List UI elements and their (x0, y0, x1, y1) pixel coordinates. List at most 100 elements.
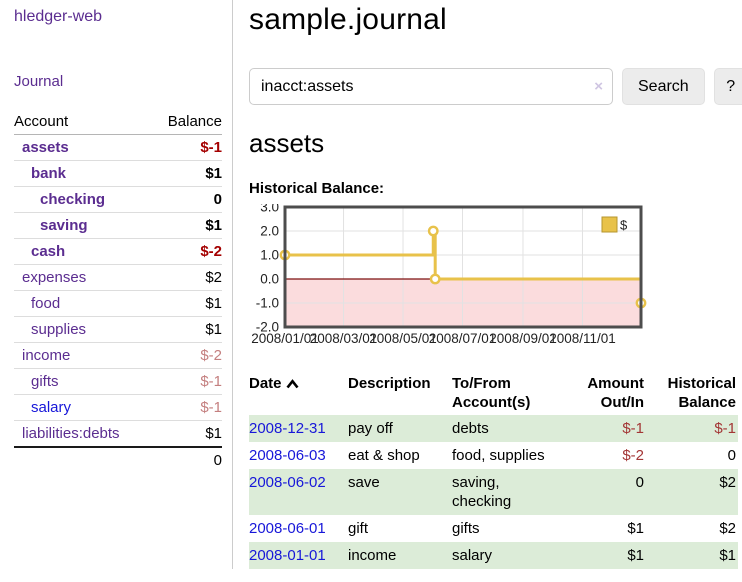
account-link[interactable]: cash (31, 243, 66, 260)
account-name-cell: gifts (14, 368, 152, 395)
txn-tofrom-accounts: food, supplies (452, 447, 545, 464)
y-tick-label: -1.0 (256, 296, 279, 311)
account-name-cell: salary (14, 394, 152, 421)
transaction-row: 2008-06-03 eat & shop food, supplies $-2 0 (249, 442, 738, 469)
txn-header-description: Description (348, 375, 431, 392)
account-row: bank $1 (14, 160, 222, 187)
account-row: gifts $-1 (14, 368, 222, 395)
search-input-wrap: × (249, 68, 613, 105)
account-link[interactable]: supplies (31, 321, 87, 338)
txn-date-cell: 2008-06-02 (249, 469, 348, 515)
account-link[interactable]: food (31, 295, 61, 312)
account-link[interactable]: salary (31, 399, 72, 416)
txn-historical-balance: $2 (719, 520, 736, 537)
chart-svg: $3.0 2.0 1.0 0.0 -1.0 -2.02008/01/012008/03/0… (251, 200, 647, 346)
accounts-total-row: 0 (14, 446, 222, 473)
txn-date-cell: 2008-06-03 (249, 442, 348, 469)
transactions-header-row: Date Description To/From Account(s) Amou… (249, 372, 738, 415)
accounts-header-row: Account Balance (14, 111, 222, 135)
account-balance: $1 (151, 160, 222, 187)
account-link[interactable]: checking (40, 191, 106, 208)
txn-historical-balance: $1 (719, 547, 736, 564)
account-name-cell: expenses (14, 264, 152, 291)
account-link[interactable]: expenses (22, 269, 87, 286)
help-button[interactable]: ? (713, 68, 742, 105)
txn-description: eat & shop (348, 447, 420, 464)
account-balance: 0 (151, 186, 222, 213)
txn-date-cell: 2008-01-01 (249, 542, 348, 569)
account-balance: $-2 (151, 238, 222, 265)
txn-amount: $1 (627, 520, 644, 537)
account-name-cell: food (14, 290, 152, 317)
app-layout: hledger-web Journal Account Balance asse… (14, 0, 742, 569)
account-name-cell: liabilities:debts (14, 420, 152, 448)
account-row: income $-2 (14, 342, 222, 369)
txn-description: income (348, 547, 397, 564)
x-tick-label: 2008/07/01 (429, 331, 497, 346)
transaction-row: 2008-01-01 income salary $1 $1 (249, 542, 738, 569)
main-content: sample.journal × Search ? assets Histori… (233, 0, 742, 569)
x-tick-label: 2008/11/01 (549, 331, 616, 346)
account-row: liabilities:debts $1 (14, 420, 222, 448)
txn-header-tofrom: To/From Account(s) (452, 375, 531, 411)
sidebar-item-journal[interactable]: Journal (14, 73, 64, 90)
search-input[interactable] (249, 68, 613, 105)
account-name-cell: checking (14, 186, 152, 213)
txn-description: gift (348, 520, 369, 537)
account-name-cell: income (14, 342, 152, 369)
app-title-link[interactable]: hledger-web (14, 8, 103, 25)
accounts-total-spacer (14, 446, 152, 473)
txn-date-link[interactable]: 2008-06-02 (249, 474, 326, 491)
legend-swatch (601, 216, 618, 233)
search-button[interactable]: Search (622, 68, 705, 105)
clear-search-icon[interactable]: × (594, 77, 603, 95)
account-link[interactable]: liabilities:debts (22, 425, 120, 442)
txn-tofrom-accounts: gifts (452, 520, 480, 537)
txn-date-link[interactable]: 2008-12-31 (249, 420, 326, 437)
data-point-marker (429, 273, 441, 285)
account-balance: $1 (151, 316, 222, 343)
y-tick-label: 2.0 (260, 224, 279, 239)
account-row: food $1 (14, 290, 222, 317)
account-row: saving $1 (14, 212, 222, 239)
txn-description: pay off (348, 420, 393, 437)
txn-amount: $1 (627, 547, 644, 564)
account-balance: $1 (151, 420, 222, 448)
plot-border (283, 205, 643, 329)
account-balance: $1 (151, 290, 222, 317)
account-heading: assets (249, 128, 325, 158)
accounts-total-value: 0 (151, 446, 222, 473)
account-balance: $-1 (151, 368, 222, 395)
txn-header-balance: Historical Balance (667, 375, 736, 411)
txn-amount: $-1 (622, 420, 644, 437)
txn-date-link[interactable]: 2008-01-01 (249, 547, 326, 564)
account-link[interactable]: bank (31, 165, 67, 182)
account-link[interactable]: saving (40, 217, 88, 234)
y-tick-label: 3.0 (260, 204, 279, 215)
account-name-cell: supplies (14, 316, 152, 343)
search-form: × Search ? (249, 68, 742, 105)
txn-header-date[interactable]: Date (249, 372, 348, 415)
accounts-header-account: Account (14, 111, 152, 135)
account-balance: $1 (151, 212, 222, 239)
transaction-row: 2008-06-02 save saving, checking 0 $2 (249, 469, 738, 515)
legend-label: $ (620, 218, 628, 233)
x-tick-label: 2008/05/01 (369, 331, 437, 346)
x-tick-label: 2008/03/01 (310, 331, 378, 346)
account-link[interactable]: assets (22, 139, 69, 156)
account-name-cell: bank (14, 160, 152, 187)
txn-header-date-label: Date (249, 375, 282, 392)
account-balance: $2 (151, 264, 222, 291)
account-balance: $-1 (151, 134, 222, 161)
y-tick-label: 1.0 (260, 248, 279, 263)
txn-amount: $-2 (622, 447, 644, 464)
txn-date-link[interactable]: 2008-06-01 (249, 520, 326, 537)
txn-date-link[interactable]: 2008-06-03 (249, 447, 326, 464)
transaction-row: 2008-06-01 gift gifts $1 $2 (249, 515, 738, 542)
txn-historical-balance: $-1 (714, 420, 736, 437)
account-link[interactable]: gifts (31, 373, 59, 390)
account-row: cash $-2 (14, 238, 222, 265)
account-link[interactable]: income (22, 347, 71, 364)
transaction-row: 2008-12-31 pay off debts $-1 $-1 (249, 415, 738, 442)
txn-amount: 0 (635, 474, 644, 491)
